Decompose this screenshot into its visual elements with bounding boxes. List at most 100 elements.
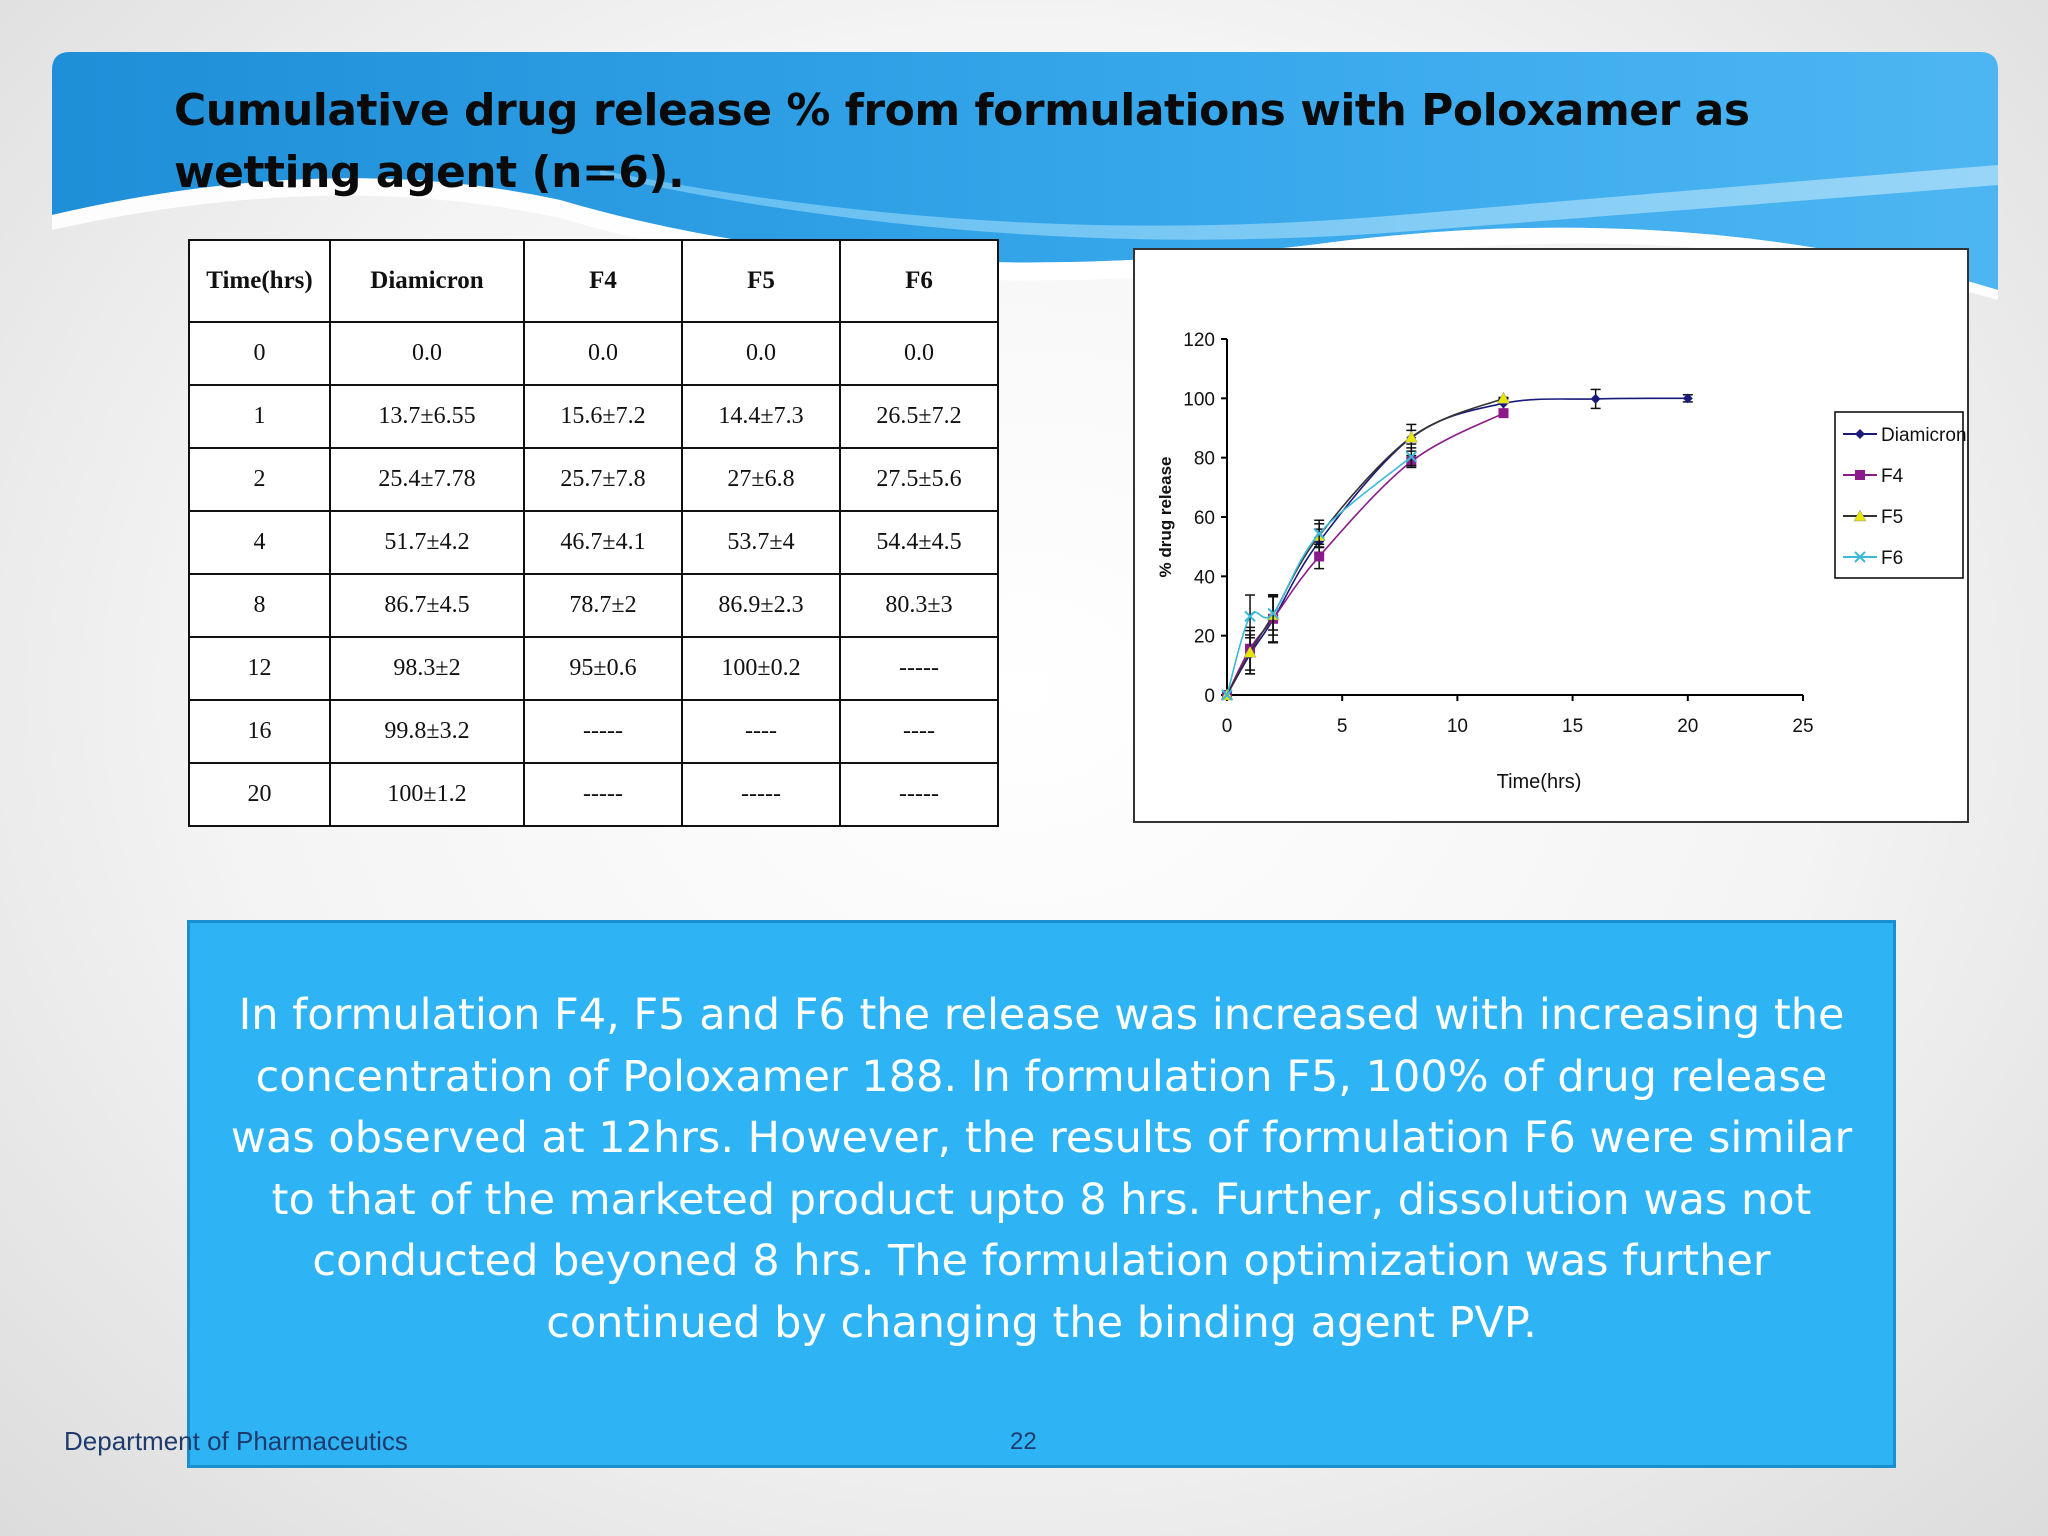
table-header-row: Time(hrs) Diamicron F4 F5 F6: [188, 239, 999, 323]
table-cell: 53.7±4: [681, 510, 841, 575]
table-cell: -----: [523, 762, 683, 827]
table-cell: 15.6±7.2: [523, 384, 683, 449]
header-f5: F5: [681, 239, 841, 323]
table-cell: 16: [188, 699, 331, 764]
table-cell: 0.0: [523, 321, 683, 386]
y-tick-label: 20: [1194, 627, 1215, 648]
table-cell: 26.5±7.2: [839, 384, 999, 449]
table-cell: 86.9±2.3: [681, 573, 841, 638]
x-tick-label: 25: [1792, 716, 1813, 737]
legend-label-f5: F5: [1881, 507, 1903, 528]
release-chart: 0 20 40 60 80 100 120 0 5 10 15 20 25 Time(hrs) % drug…: [1133, 248, 1969, 823]
table-row: 16 99.8±3.2 ----- ---- ----: [188, 699, 999, 764]
table-cell: 98.3±2: [329, 636, 525, 701]
data-point: [1314, 551, 1325, 562]
page-number: 22: [1010, 1428, 1037, 1455]
summary-text: In formulation F4, F5 and F6 the release…: [230, 990, 1853, 1348]
y-axis-label: % drug release: [1156, 457, 1175, 578]
slide-title: Cumulative drug release % from formulati…: [174, 85, 1750, 198]
header-f4: F4: [523, 239, 683, 323]
table-cell: 4: [188, 510, 331, 575]
x-tick-label: 20: [1677, 716, 1698, 737]
table-cell: 1: [188, 384, 331, 449]
data-point: [1682, 393, 1693, 404]
chart-canvas: 0 20 40 60 80 100 120 0 5 10 15 20 25 Time(hrs) % drug…: [1156, 330, 1967, 793]
table-cell: -----: [523, 699, 683, 764]
table-row: 1 13.7±6.55 15.6±7.2 14.4±7.3 26.5±7.2: [188, 384, 999, 449]
table-row: 8 86.7±4.5 78.7±2 86.9±2.3 80.3±3: [188, 573, 999, 638]
table-row: 4 51.7±4.2 46.7±4.1 53.7±4 54.4±4.5: [188, 510, 999, 575]
x-axis-label: Time(hrs): [1497, 771, 1582, 793]
table-row: 0 0.0 0.0 0.0 0.0: [188, 321, 999, 386]
table-cell: 100±0.2: [681, 636, 841, 701]
drug-release-table: Time(hrs) Diamicron F4 F5 F6 0 0.0 0.0 0…: [188, 239, 999, 827]
y-tick-label: 80: [1194, 449, 1215, 470]
table-cell: 95±0.6: [523, 636, 683, 701]
header-f6: F6: [839, 239, 999, 323]
series-line-f6: [1226, 456, 1412, 696]
summary-box: In formulation F4, F5 and F6 the release…: [187, 920, 1896, 1468]
x-tick-label: 15: [1562, 716, 1583, 737]
legend-label-f6: F6: [1881, 548, 1903, 569]
header-diamicron: Diamicron: [329, 239, 525, 323]
data-point: [1497, 391, 1510, 404]
table-cell: 2: [188, 447, 331, 512]
y-tick-label: 60: [1194, 508, 1215, 529]
table-cell: 80.3±3: [839, 573, 999, 638]
legend-label-diamicron: Diamicron: [1881, 425, 1967, 446]
table-cell: 0: [188, 321, 331, 386]
table-cell: 99.8±3.2: [329, 699, 525, 764]
data-point: [1243, 645, 1257, 658]
data-point: [1267, 607, 1279, 620]
table-cell: 100±1.2: [329, 762, 525, 827]
table-cell: 8: [188, 573, 331, 638]
y-tick-label: 40: [1194, 567, 1215, 588]
x-tick-label: 10: [1447, 716, 1468, 737]
table-cell: 25.7±7.8: [523, 447, 683, 512]
series-line-f5: [1226, 397, 1504, 696]
table-cell: 12: [188, 636, 331, 701]
y-tick-label: 100: [1183, 389, 1215, 410]
header-time: Time(hrs): [188, 239, 331, 323]
table-cell: 46.7±4.1: [523, 510, 683, 575]
table-cell: 0.0: [329, 321, 525, 386]
table-cell: 51.7±4.2: [329, 510, 525, 575]
series-line-f4: [1226, 412, 1504, 696]
table-cell: 86.7±4.5: [329, 573, 525, 638]
table-cell: ----: [681, 699, 841, 764]
table-row: 20 100±1.2 ----- ----- -----: [188, 762, 999, 827]
table-row: 2 25.4±7.78 25.7±7.8 27±6.8 27.5±5.6: [188, 447, 999, 512]
table-cell: ----: [839, 699, 999, 764]
table-cell: 14.4±7.3: [681, 384, 841, 449]
x-tick-label: 0: [1222, 716, 1233, 737]
series-line-diamicron: [1226, 397, 1688, 696]
table-cell: 20: [188, 762, 331, 827]
data-point: [1221, 689, 1233, 701]
table-cell: 13.7±6.55: [329, 384, 525, 449]
data-point: [1590, 393, 1601, 404]
data-point: [1855, 429, 1865, 439]
legend-label-f4: F4: [1881, 466, 1904, 487]
table-cell: 27.5±5.6: [839, 447, 999, 512]
table-cell: 78.7±2: [523, 573, 683, 638]
table-cell: 0.0: [681, 321, 841, 386]
table-row: 12 98.3±2 95±0.6 100±0.2 -----: [188, 636, 999, 701]
data-point: [1404, 430, 1418, 443]
data-point: [1313, 527, 1325, 540]
y-tick-label: 0: [1204, 686, 1215, 707]
x-tick-label: 5: [1337, 716, 1348, 737]
data-point: [1498, 408, 1509, 419]
table-cell: 25.4±7.78: [329, 447, 525, 512]
table-cell: 27±6.8: [681, 447, 841, 512]
table-cell: 54.4±4.5: [839, 510, 999, 575]
table-cell: -----: [839, 762, 999, 827]
data-point: [1405, 451, 1418, 463]
header-banner: [52, 52, 1998, 300]
data-point: [1244, 610, 1256, 623]
table-cell: 0.0: [839, 321, 999, 386]
data-point: [1855, 470, 1865, 480]
data-point: [1854, 551, 1866, 563]
legend-box: [1834, 411, 1964, 579]
data-point: [1853, 509, 1867, 522]
footer-department: Department of Pharmaceutics: [64, 1426, 408, 1456]
